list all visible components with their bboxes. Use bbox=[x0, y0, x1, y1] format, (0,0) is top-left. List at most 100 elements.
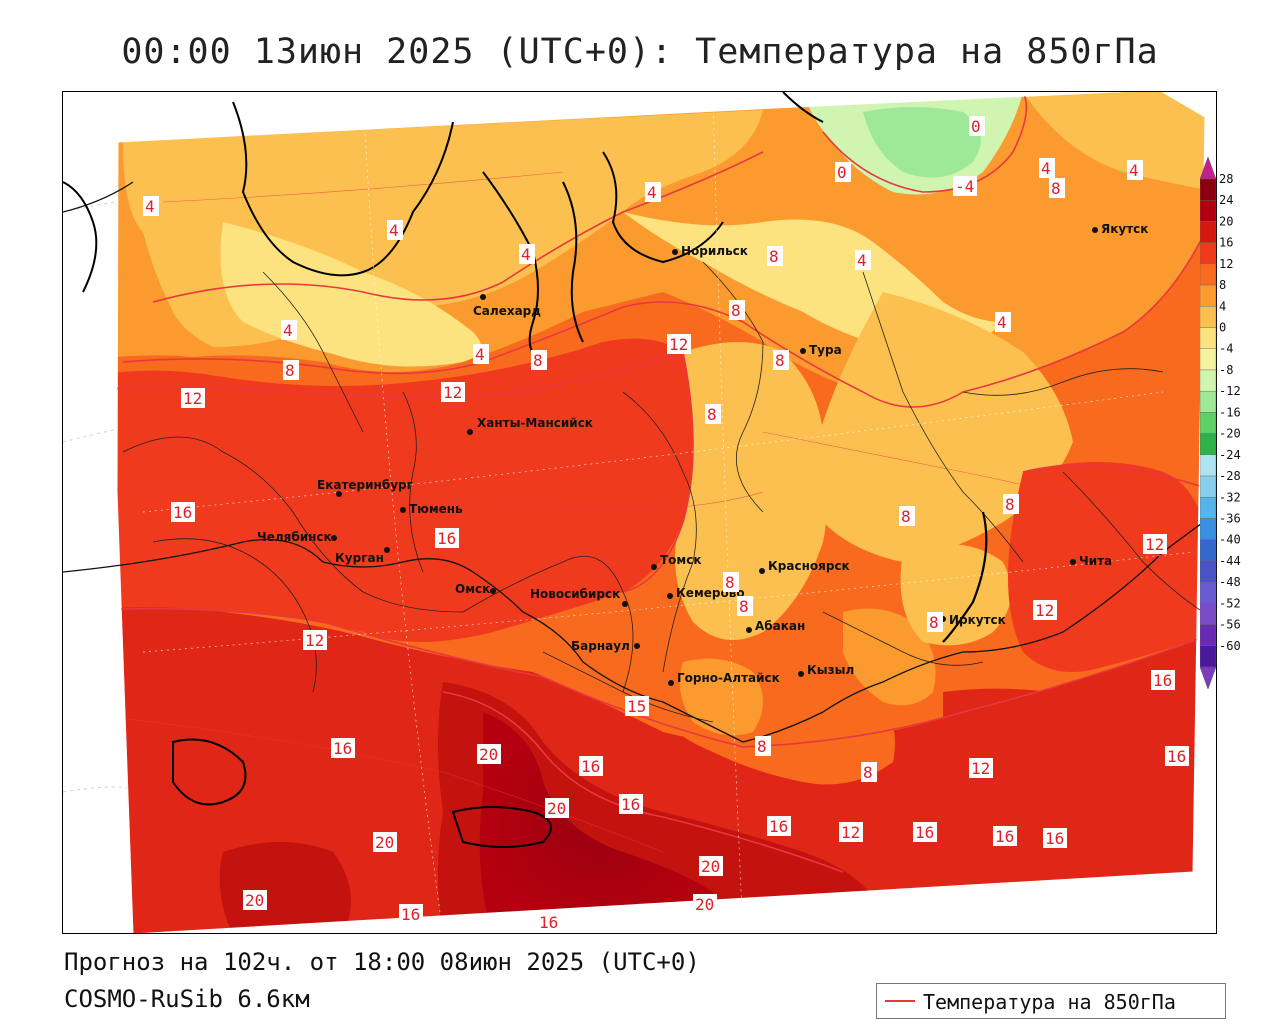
svg-text:4: 4 bbox=[857, 251, 867, 270]
svg-text:0: 0 bbox=[971, 117, 981, 136]
city-marker[interactable]: Норильск bbox=[672, 244, 748, 258]
city-marker[interactable]: Тюмень bbox=[400, 502, 463, 516]
svg-text:8: 8 bbox=[769, 247, 779, 266]
svg-text:20: 20 bbox=[375, 833, 394, 852]
city-marker[interactable]: Красноярск bbox=[759, 559, 850, 574]
temperature-map: Норильск Якутск Салехард Тура Ханты-Манс… bbox=[62, 91, 1217, 934]
svg-text:8: 8 bbox=[757, 737, 767, 756]
svg-text:16: 16 bbox=[995, 827, 1014, 846]
contour-label: 4 bbox=[519, 244, 535, 264]
colorbar-segment bbox=[1200, 475, 1217, 498]
city-marker[interactable]: Салехард bbox=[473, 294, 541, 318]
colorbar-segment bbox=[1200, 221, 1217, 243]
svg-text:12: 12 bbox=[443, 383, 462, 402]
contour-label: 4 bbox=[473, 344, 489, 364]
colorbar-tick-label: 12 bbox=[1219, 257, 1233, 271]
contour-label: 8 bbox=[283, 360, 299, 380]
colorbar-segment bbox=[1200, 390, 1217, 413]
colorbar-segment bbox=[1200, 306, 1217, 328]
contour-label: 20 bbox=[373, 832, 397, 852]
map-legend: Температура на 850гПа bbox=[876, 983, 1226, 1019]
colorbar-segment bbox=[1200, 348, 1217, 371]
contour-label: 8 bbox=[899, 506, 915, 526]
contour-label: 12 bbox=[1143, 534, 1167, 554]
city-marker[interactable]: Горно-Алтайск bbox=[668, 671, 780, 686]
svg-text:16: 16 bbox=[621, 795, 640, 814]
svg-text:20: 20 bbox=[695, 895, 714, 914]
city-marker[interactable]: Барнаул bbox=[571, 639, 640, 653]
contour-label: 0 bbox=[969, 116, 985, 136]
city-label: Якутск bbox=[1101, 222, 1148, 236]
contour-label: 8 bbox=[1049, 178, 1065, 198]
city-marker[interactable]: Чита bbox=[1070, 554, 1112, 568]
svg-text:12: 12 bbox=[305, 631, 324, 650]
svg-text:4: 4 bbox=[283, 321, 293, 340]
colorbar-segment bbox=[1200, 497, 1217, 519]
svg-text:12: 12 bbox=[669, 335, 688, 354]
svg-text:12: 12 bbox=[1035, 601, 1054, 620]
colorbar-tick-label: -52 bbox=[1219, 596, 1241, 610]
colorbar-top-arrow bbox=[1200, 157, 1217, 180]
city-marker[interactable]: Якутск bbox=[1092, 222, 1148, 236]
svg-text:15: 15 bbox=[627, 697, 646, 716]
city-label: Чита bbox=[1079, 554, 1112, 568]
svg-text:8: 8 bbox=[533, 351, 543, 370]
city-marker[interactable]: Иркутск bbox=[940, 613, 1006, 627]
contour-label: 4 bbox=[143, 196, 159, 216]
colorbar-tick-label: -28 bbox=[1219, 469, 1241, 483]
colorbar-segment bbox=[1200, 624, 1217, 646]
city-marker[interactable]: Томск bbox=[651, 553, 702, 570]
contour-label: 8 bbox=[737, 596, 753, 616]
city-marker[interactable]: Омск bbox=[455, 582, 496, 596]
city-marker[interactable]: Ханты-Мансийск bbox=[467, 416, 593, 435]
colorbar-segment bbox=[1200, 369, 1217, 392]
svg-text:16: 16 bbox=[915, 823, 934, 842]
contour-label: 8 bbox=[531, 350, 547, 370]
colorbar-tick-label: -56 bbox=[1219, 618, 1241, 632]
colorbar-segment bbox=[1200, 454, 1217, 477]
city-label: Екатеринбург bbox=[317, 478, 413, 492]
svg-text:20: 20 bbox=[701, 857, 720, 876]
city-marker[interactable]: Новосибирск bbox=[530, 587, 628, 607]
svg-text:16: 16 bbox=[1153, 671, 1172, 690]
colorbar-tick-label: -44 bbox=[1219, 554, 1241, 568]
contour-label: 20 bbox=[693, 894, 717, 914]
city-marker[interactable]: Курган bbox=[335, 547, 390, 565]
city-marker[interactable]: Кызыл bbox=[798, 663, 854, 677]
svg-text:8: 8 bbox=[863, 763, 873, 782]
svg-text:-4: -4 bbox=[955, 177, 974, 196]
city-marker[interactable]: Абакан bbox=[746, 619, 805, 633]
svg-text:4: 4 bbox=[997, 313, 1007, 332]
model-info: COSMO-RuSib 6.6км bbox=[64, 985, 310, 1013]
contour-label: 15 bbox=[625, 696, 649, 716]
colorbar-tick-label: -60 bbox=[1219, 639, 1241, 653]
svg-text:16: 16 bbox=[539, 913, 558, 932]
svg-text:20: 20 bbox=[245, 891, 264, 910]
colorbar-svg: 28 24 20 16 12 8 4 0 -4 -8 -12 -16 -20 -24 -28 -32 -36 -4… bbox=[1200, 157, 1241, 689]
svg-text:20: 20 bbox=[547, 799, 566, 818]
svg-text:8: 8 bbox=[1005, 495, 1015, 514]
contour-label: 8 bbox=[767, 246, 783, 266]
contour-label: 12 bbox=[839, 822, 863, 842]
svg-text:16: 16 bbox=[333, 739, 352, 758]
city-marker[interactable]: Челябинск bbox=[257, 530, 337, 544]
contour-label: 16 bbox=[331, 738, 355, 758]
city-marker[interactable]: Екатеринбург bbox=[317, 478, 413, 497]
contour-label: 20 bbox=[243, 890, 267, 910]
svg-text:12: 12 bbox=[1145, 535, 1164, 554]
contour-label: 12 bbox=[441, 382, 465, 402]
svg-text:16: 16 bbox=[1045, 829, 1064, 848]
contour-label: 4 bbox=[995, 312, 1011, 332]
colorbar-tick-label: 16 bbox=[1219, 236, 1233, 250]
colorbar-segment bbox=[1200, 539, 1217, 562]
colorbar-tick-label: -8 bbox=[1219, 363, 1233, 377]
contour-label: 4 bbox=[855, 250, 871, 270]
map-title: 00:00 13июн 2025 (UTC+0): Температура на… bbox=[121, 32, 1159, 72]
contour-label: 16 bbox=[171, 502, 195, 522]
city-label: Горно-Алтайск bbox=[677, 671, 780, 685]
colorbar-tick-label: -36 bbox=[1219, 511, 1241, 525]
city-marker[interactable]: Тура bbox=[800, 343, 842, 357]
contour-label: 16 bbox=[1151, 671, 1170, 690]
forecast-info: Прогноз на 102ч. от 18:00 08июн 2025 (UT… bbox=[64, 948, 700, 976]
contour-label: -4 bbox=[953, 176, 977, 196]
